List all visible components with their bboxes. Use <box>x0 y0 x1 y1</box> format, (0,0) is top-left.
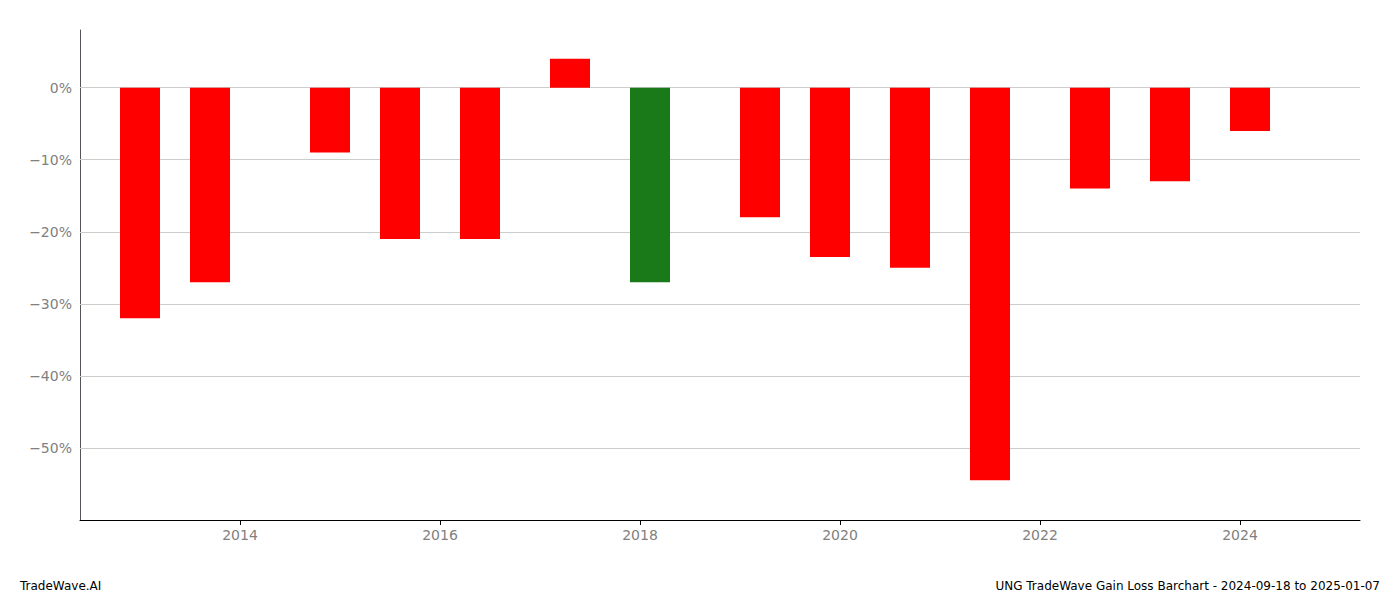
svg-text:2022: 2022 <box>1022 527 1058 543</box>
svg-text:−10%: −10% <box>29 152 72 168</box>
svg-text:−20%: −20% <box>29 224 72 240</box>
svg-text:2018: 2018 <box>622 527 658 543</box>
svg-text:2024: 2024 <box>1222 527 1258 543</box>
svg-text:−50%: −50% <box>29 440 72 456</box>
svg-text:UNG TradeWave Gain Loss Barcha: UNG TradeWave Gain Loss Barchart - 2024-… <box>995 579 1380 593</box>
svg-text:2014: 2014 <box>222 527 258 543</box>
svg-text:2016: 2016 <box>422 527 458 543</box>
svg-text:−30%: −30% <box>29 296 72 312</box>
svg-text:TradeWave.AI: TradeWave.AI <box>19 579 101 593</box>
svg-text:0%: 0% <box>50 80 72 96</box>
svg-text:2020: 2020 <box>822 527 858 543</box>
svg-text:−40%: −40% <box>29 368 72 384</box>
